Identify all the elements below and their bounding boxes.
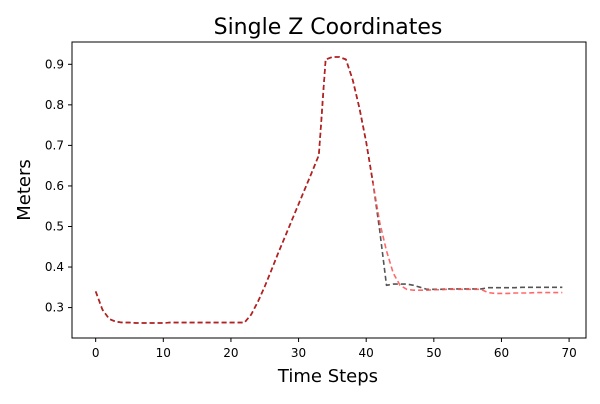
x-tick-label: 10 <box>156 346 171 360</box>
x-tick-label: 40 <box>359 346 374 360</box>
x-tick-label: 30 <box>291 346 306 360</box>
x-axis-ticks: 0 10 20 30 40 50 60 70 <box>92 338 577 360</box>
y-tick-label: 0.5 <box>45 219 64 233</box>
y-tick-label: 0.4 <box>45 260 64 274</box>
x-tick-label: 60 <box>494 346 509 360</box>
plot-area <box>72 42 586 338</box>
y-tick-label: 0.9 <box>45 57 64 71</box>
chart-title: Single Z Coordinates <box>214 15 443 40</box>
x-tick-label: 20 <box>223 346 238 360</box>
y-tick-label: 0.6 <box>45 179 64 193</box>
y-tick-label: 0.3 <box>45 301 64 315</box>
plot-frame <box>71 41 587 339</box>
x-tick-label: 70 <box>561 346 576 360</box>
y-axis-ticks: 0.3 0.4 0.5 0.6 0.7 0.8 0.9 <box>45 57 72 315</box>
y-tick-label: 0.7 <box>45 138 64 152</box>
series-line-3 <box>94 56 374 324</box>
series-layer <box>94 56 563 324</box>
x-tick-label: 0 <box>92 346 100 360</box>
x-tick-label: 50 <box>426 346 441 360</box>
x-axis-label: Time Steps <box>277 366 378 387</box>
y-axis-label: Meters <box>14 159 35 221</box>
y-tick-label: 0.8 <box>45 98 64 112</box>
